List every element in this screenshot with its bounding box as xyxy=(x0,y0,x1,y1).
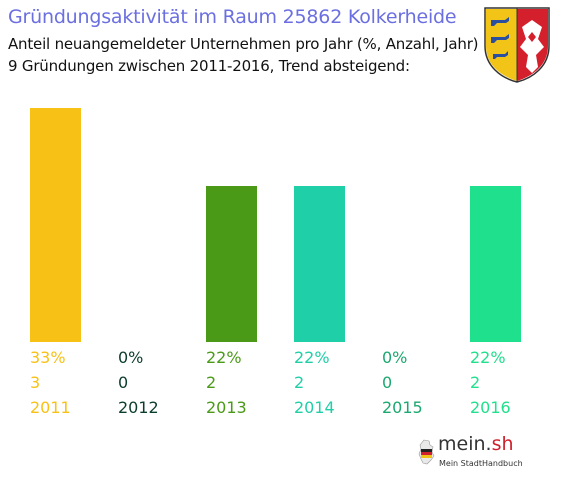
count-label-2014: 2 xyxy=(294,373,305,392)
bar-2013 xyxy=(206,186,257,342)
logo-wordmark-accent: sh xyxy=(491,433,514,455)
germany-map-icon xyxy=(418,439,435,465)
chart-subtitle-line-1: Anteil neuangemeldeter Unternehmen pro J… xyxy=(8,35,479,53)
year-label-2011: 2011 xyxy=(30,398,71,417)
mein-sh-logo: mein.sh Mein StadtHandbuch xyxy=(418,433,526,475)
year-label-2014: 2014 xyxy=(294,398,335,417)
count-label-2012: 0 xyxy=(118,373,129,392)
chart-subtitle-line-2: 9 Gründungen zwischen 2011-2016, Trend a… xyxy=(8,57,410,75)
count-label-2013: 2 xyxy=(206,373,217,392)
chart-title: Gründungsaktivität im Raum 25862 Kolkerh… xyxy=(8,6,457,28)
year-label-2013: 2013 xyxy=(206,398,247,417)
bar-2014 xyxy=(294,186,345,342)
percent-label-2014: 22% xyxy=(294,348,330,367)
bar-2011 xyxy=(30,108,81,342)
logo-tagline: Mein StadtHandbuch xyxy=(439,459,523,468)
bar-2016 xyxy=(470,186,521,342)
coat-of-arms-icon xyxy=(484,7,550,83)
count-label-2016: 2 xyxy=(470,373,481,392)
count-label-2011: 3 xyxy=(30,373,41,392)
percent-label-2016: 22% xyxy=(470,348,506,367)
percent-label-2011: 33% xyxy=(30,348,66,367)
percent-label-2013: 22% xyxy=(206,348,242,367)
percent-label-2012: 0% xyxy=(118,348,144,367)
count-label-2015: 0 xyxy=(382,373,393,392)
year-label-2016: 2016 xyxy=(470,398,511,417)
logo-wordmark: mein.sh xyxy=(438,433,514,455)
year-label-2012: 2012 xyxy=(118,398,159,417)
logo-wordmark-main: mein. xyxy=(438,433,492,455)
percent-label-2015: 0% xyxy=(382,348,408,367)
year-label-2015: 2015 xyxy=(382,398,423,417)
